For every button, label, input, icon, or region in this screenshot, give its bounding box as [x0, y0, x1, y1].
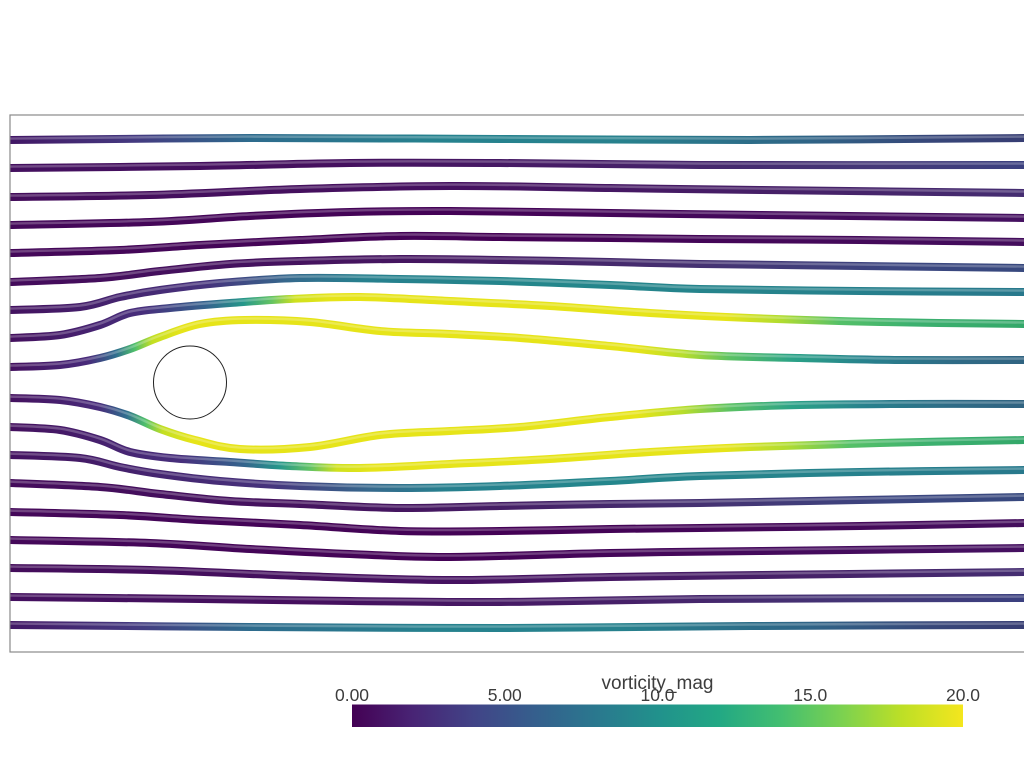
streamline-8-highlight: [10, 294, 1024, 338]
streamline-14: [10, 508, 1024, 536]
colorbar-title: vorticity_mag: [602, 673, 714, 694]
streamline-18: [10, 621, 1024, 633]
streamline-12: [10, 451, 1024, 492]
colorbar-tick-label: 10.0: [640, 685, 674, 705]
colorbar-tick-label: 0.00: [335, 685, 369, 705]
streamline-17-highlight: [10, 594, 1024, 602]
streamline-4-highlight: [10, 208, 1024, 225]
colorbar-tick-label: 5.00: [488, 685, 522, 705]
streamline-5-highlight: [10, 233, 1024, 253]
streamline-6: [10, 254, 1024, 286]
streamline-10: [10, 394, 1024, 454]
colorbar-tick-label: 15.0: [793, 685, 827, 705]
streamline-8: [10, 292, 1024, 342]
streamline-14-highlight: [10, 509, 1024, 532]
streamline-17: [10, 593, 1024, 607]
streamline-10-highlight: [10, 395, 1024, 450]
streamline-7: [10, 273, 1024, 314]
streamline-5: [10, 231, 1024, 257]
streamline-13-highlight: [10, 480, 1024, 508]
streamline-6-highlight: [10, 256, 1024, 282]
streamline-9: [10, 315, 1024, 371]
streamline-12-highlight: [10, 452, 1024, 488]
plot-border: [9, 114, 1024, 653]
cylinder-outline: [153, 345, 227, 420]
streamline-13: [10, 479, 1024, 513]
streamline-3-highlight: [10, 183, 1024, 197]
streamline-11-highlight: [10, 424, 1024, 468]
streamline-18-highlight: [10, 622, 1024, 628]
colorbar-tick-label: 20.0: [946, 685, 980, 705]
streamline-1-highlight: [10, 135, 1024, 140]
streamline-11: [10, 423, 1024, 473]
streamline-9-highlight: [10, 317, 1024, 367]
streamline-3: [10, 181, 1024, 201]
streamlines-group: [10, 133, 1024, 633]
streamline-16-highlight: [10, 565, 1024, 580]
streamline-16: [10, 564, 1024, 585]
colorbar-gradient-bar[interactable]: [352, 704, 963, 728]
streamline-2: [10, 158, 1024, 172]
streamline-15: [10, 536, 1024, 562]
streamline-2-highlight: [10, 160, 1024, 168]
colorbar[interactable]: vorticity_mag 0.00 5.00 10.0 15.0 20.0: [335, 673, 980, 727]
streamline-4: [10, 206, 1024, 229]
streamline-7-highlight: [10, 275, 1024, 310]
streamline-1: [10, 133, 1024, 145]
streamline-15-highlight: [10, 537, 1024, 557]
colorbar-tick-labels: 0.00 5.00 10.0 15.0 20.0: [335, 685, 980, 705]
